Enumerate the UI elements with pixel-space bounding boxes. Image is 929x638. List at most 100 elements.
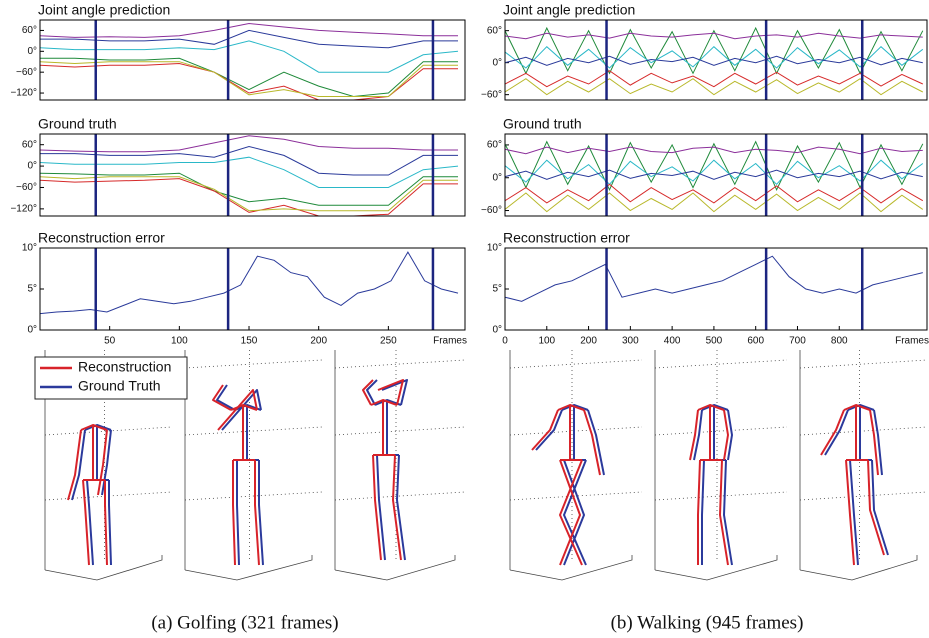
x-tick-label: 300 — [622, 336, 639, 347]
y-tick-label: 0° — [27, 325, 37, 336]
y-tick-label: 0° — [492, 57, 502, 68]
x-tick-label: 600 — [747, 336, 764, 347]
series-line — [40, 29, 458, 49]
panel-grid — [654, 426, 788, 436]
legend-label: Ground Truth — [78, 378, 161, 394]
chart-title: Reconstruction error — [503, 230, 630, 246]
panel-grid — [334, 491, 466, 501]
series-line — [40, 156, 459, 188]
x-tick-label: 100 — [171, 336, 188, 347]
panel-grid — [184, 426, 323, 436]
plot-frame — [39, 133, 466, 217]
x-axis-label: Frames — [433, 336, 467, 347]
y-tick-label: −60° — [16, 67, 37, 78]
panel-grid — [509, 426, 643, 436]
chart-title: Joint angle prediction — [503, 2, 635, 18]
y-tick-label: 0° — [492, 172, 502, 183]
skeleton-bone — [108, 480, 112, 566]
skeleton-bone — [559, 459, 583, 566]
skeleton-bone — [366, 379, 378, 406]
skeleton-bone — [376, 454, 386, 561]
y-tick-label: 60° — [487, 140, 502, 151]
skeleton-bone — [563, 459, 585, 566]
series-line — [40, 22, 458, 38]
panel-grid — [509, 359, 643, 369]
skeleton-bone — [824, 409, 849, 456]
y-tick-label: 5° — [27, 284, 37, 295]
skeleton-bone — [587, 409, 605, 476]
y-tick-label: 60° — [487, 25, 502, 36]
y-tick-label: 5° — [492, 284, 502, 295]
y-tick-label: −120° — [10, 204, 37, 215]
panel-floor — [799, 555, 918, 581]
x-tick-label: 250 — [380, 336, 397, 347]
skeleton-bone — [372, 454, 382, 561]
skeleton-bone — [236, 460, 240, 566]
series-line — [505, 55, 923, 66]
skeleton-bone — [845, 459, 855, 566]
skeleton-bone — [232, 460, 236, 566]
skeleton-bone — [869, 409, 879, 476]
panel-floor — [334, 555, 456, 581]
skeleton-bone — [101, 429, 112, 496]
plot-frame — [39, 19, 466, 101]
panel-grid — [334, 426, 466, 436]
x-tick-label: 50 — [104, 336, 116, 347]
plot-frame — [504, 19, 928, 101]
skeleton-bone — [535, 409, 563, 451]
x-tick-label: 100 — [538, 336, 555, 347]
skeleton-bone — [697, 459, 701, 565]
panel-floor — [509, 555, 633, 581]
skeleton-bone — [104, 480, 108, 566]
x-axis-label: Frames — [895, 336, 929, 347]
series-line — [40, 176, 458, 212]
series-line — [505, 192, 924, 213]
skeleton-bone — [531, 409, 559, 451]
series-line — [40, 57, 458, 98]
skeleton-bone — [723, 459, 733, 566]
x-tick-label: 500 — [706, 336, 723, 347]
panel-floor — [654, 555, 778, 581]
series-line — [40, 135, 458, 153]
skeleton-bone — [381, 379, 408, 406]
x-tick-label: 700 — [789, 336, 806, 347]
series-line — [505, 183, 924, 204]
y-tick-label: −60° — [481, 205, 502, 216]
series-line — [40, 178, 458, 216]
skeleton-bone — [867, 459, 885, 556]
panel-grid — [184, 491, 323, 501]
panel-grid — [799, 426, 928, 436]
series-line — [505, 255, 923, 302]
y-tick-label: −60° — [481, 89, 502, 100]
series-line — [40, 61, 458, 97]
x-tick-label: 150 — [241, 336, 258, 347]
skeleton-bone — [377, 379, 404, 406]
skeleton-bone — [693, 409, 703, 461]
panel-grid — [654, 359, 788, 369]
skeleton-bone — [559, 459, 581, 566]
skeleton-bone — [212, 384, 232, 411]
x-tick-label: 400 — [664, 336, 681, 347]
x-tick-label: 800 — [831, 336, 848, 347]
skeleton-bone — [719, 459, 729, 566]
panel-grid — [184, 359, 323, 369]
skeleton-bone — [254, 460, 260, 566]
skeleton-bone — [221, 389, 262, 431]
caption: (a) Golfing (321 frames) — [151, 612, 338, 633]
panel-grid — [799, 359, 928, 369]
skeleton-bone — [362, 379, 374, 406]
plot-frame — [504, 133, 928, 217]
skeleton-bone — [396, 454, 406, 561]
skeleton-bone — [583, 409, 601, 476]
skeleton-bone — [67, 429, 82, 501]
skeleton-bone — [97, 429, 108, 496]
chart-title: Ground truth — [38, 116, 117, 132]
series-line — [505, 169, 923, 180]
series-line — [505, 70, 924, 88]
y-tick-label: 0° — [492, 325, 502, 336]
skeleton-bone — [258, 460, 264, 566]
skeleton-bone — [820, 409, 845, 456]
panel-floor — [44, 555, 163, 581]
